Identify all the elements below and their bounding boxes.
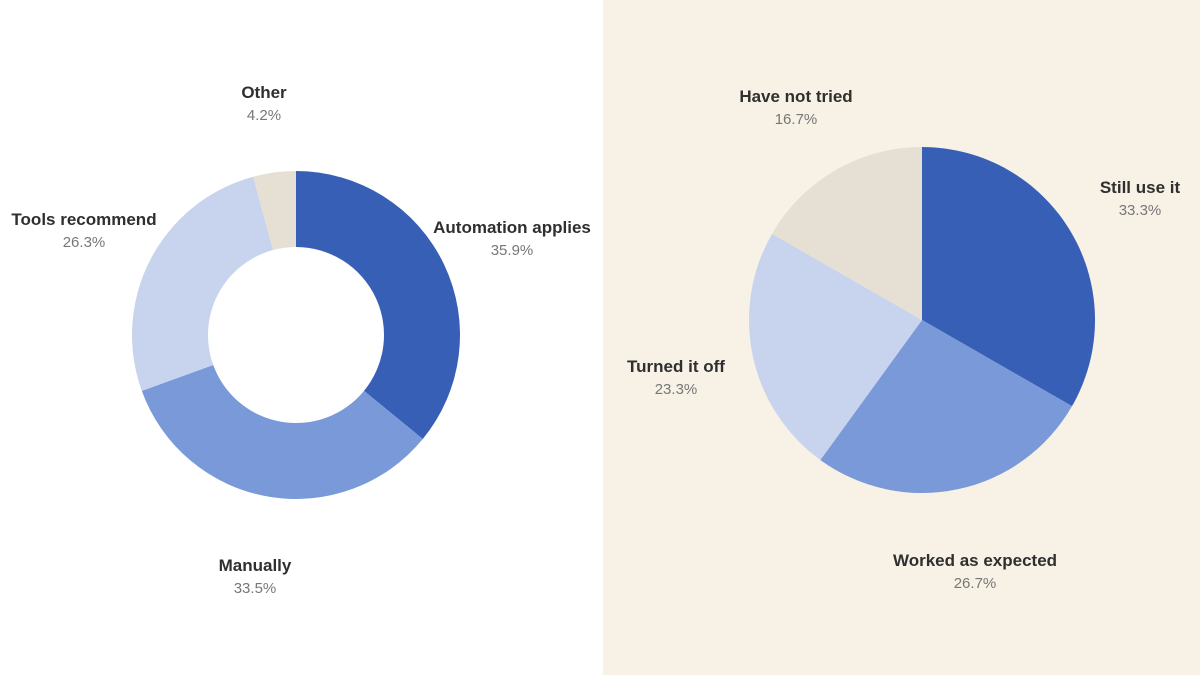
slice-value-have-not-tried: 16.7% (775, 111, 818, 128)
slice-value-tools-recommend: 26.3% (63, 234, 106, 251)
slice-label-turned-it-off: Turned it off (627, 357, 725, 376)
slice-other (253, 171, 296, 251)
slice-tools-recommend (132, 176, 274, 391)
slice-label-tools-recommend: Tools recommend (11, 210, 156, 229)
pie-chart: Still use it 33.3% Worked as expected 26.7%… (627, 87, 1181, 592)
donut-chart-panel: Automation applies 35.9% Manually 33.5% Tool… (11, 83, 591, 597)
slice-value-other: 4.2% (247, 107, 281, 124)
slice-value-manually: 33.5% (234, 580, 277, 597)
slice-worked-as-expected (820, 320, 1073, 494)
donut-chart: Automation applies 35.9% Manually 33.5% Tool… (11, 83, 591, 597)
slice-value-worked-as-expected: 26.7% (954, 575, 997, 592)
slice-label-other: Other (241, 83, 287, 102)
slice-label-have-not-tried: Have not tried (739, 87, 852, 106)
slice-label-still-use-it: Still use it (1100, 178, 1181, 197)
pie-chart-panel: Still use it 33.3% Worked as expected 26.7%… (603, 0, 1200, 675)
slice-automation-applies (296, 171, 460, 440)
slice-turned-it-off (749, 233, 922, 460)
slice-still-use-it (922, 147, 1095, 407)
slice-value-turned-it-off: 23.3% (655, 381, 698, 398)
slice-value-still-use-it: 33.3% (1119, 202, 1162, 219)
slice-label-worked-as-expected: Worked as expected (893, 551, 1057, 570)
slice-value-automation-applies: 35.9% (491, 242, 534, 259)
slice-manually (141, 364, 423, 500)
slice-label-automation-applies: Automation applies (433, 218, 591, 237)
slice-label-manually: Manually (219, 556, 292, 575)
slice-have-not-tried (771, 147, 922, 320)
